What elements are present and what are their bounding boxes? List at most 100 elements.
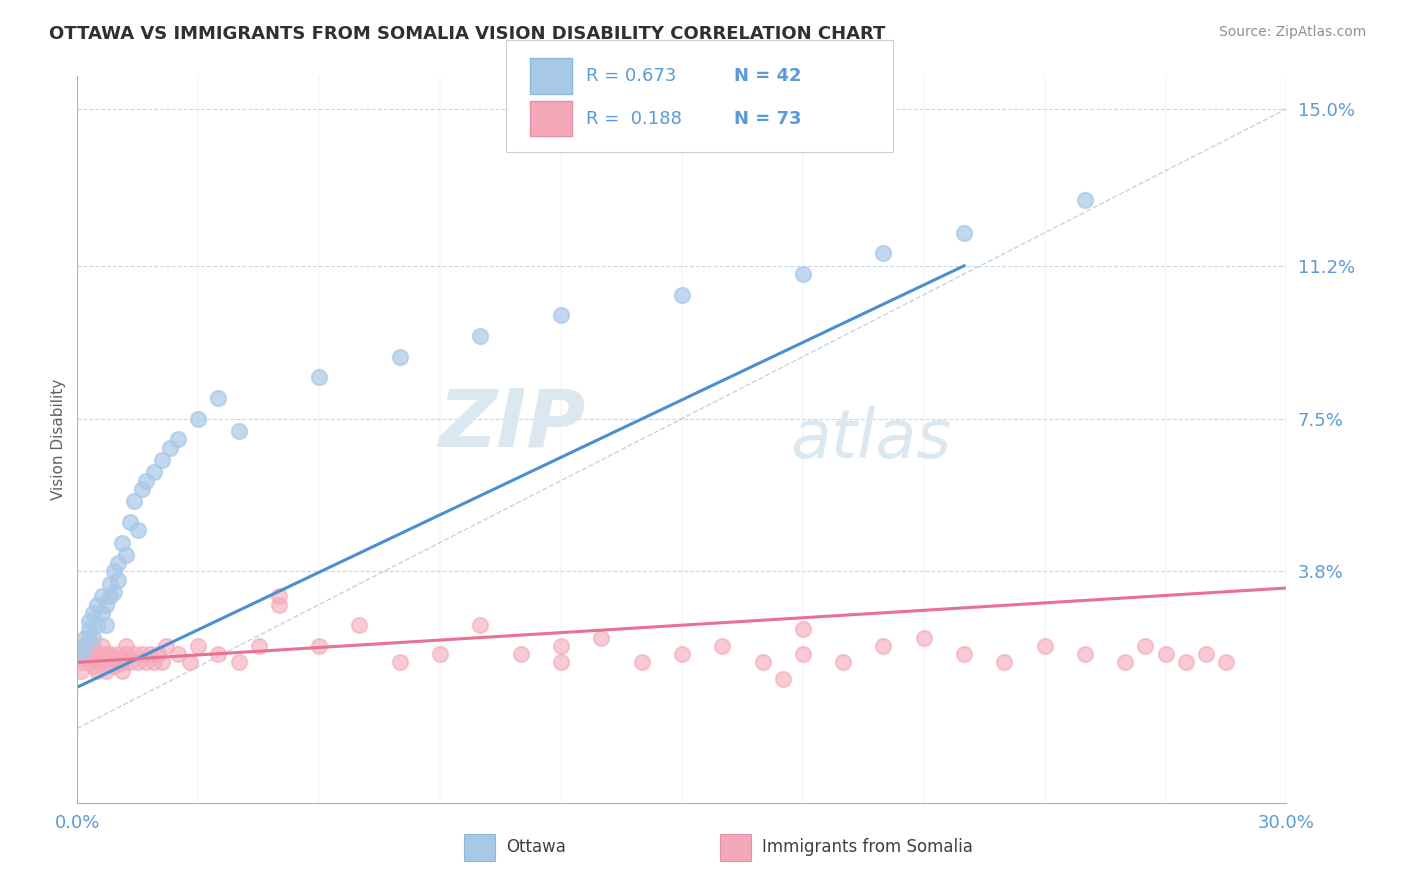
Point	[127, 656, 149, 670]
Point	[75, 639, 97, 653]
Point	[90, 589, 112, 603]
Point	[179, 656, 201, 670]
Point	[94, 664, 117, 678]
Point	[1174, 656, 1197, 670]
Point	[103, 565, 125, 579]
Point	[470, 329, 492, 343]
Point	[131, 647, 153, 661]
Text: N = 73: N = 73	[734, 110, 801, 128]
Point	[142, 656, 165, 670]
Point	[872, 639, 894, 653]
Point	[70, 664, 93, 678]
Point	[94, 647, 117, 661]
Point	[630, 656, 652, 670]
Point	[751, 656, 773, 670]
Point	[82, 606, 104, 620]
Point	[98, 647, 121, 661]
Point	[671, 647, 693, 661]
Point	[772, 672, 794, 686]
Text: Immigrants from Somalia: Immigrants from Somalia	[762, 838, 973, 856]
Point	[90, 606, 112, 620]
Point	[111, 664, 134, 678]
Point	[953, 226, 976, 240]
Point	[207, 647, 229, 661]
Point	[159, 441, 181, 455]
Point	[308, 639, 330, 653]
Point	[127, 523, 149, 537]
Point	[86, 656, 108, 670]
Text: Source: ZipAtlas.com: Source: ZipAtlas.com	[1219, 25, 1367, 39]
Point	[103, 659, 125, 673]
Point	[349, 618, 371, 632]
Point	[114, 639, 136, 653]
Point	[1154, 647, 1177, 661]
Point	[107, 656, 129, 670]
Point	[1215, 656, 1237, 670]
Point	[107, 573, 129, 587]
Point	[267, 589, 290, 603]
Point	[150, 656, 173, 670]
Point	[111, 656, 134, 670]
Point	[79, 647, 101, 661]
Point	[90, 656, 112, 670]
Point	[167, 647, 190, 661]
Point	[107, 647, 129, 661]
Point	[591, 631, 613, 645]
Text: R = 0.673: R = 0.673	[586, 67, 676, 85]
Point	[470, 618, 492, 632]
Text: ZIP: ZIP	[437, 385, 585, 464]
Point	[86, 598, 108, 612]
Point	[1195, 647, 1218, 661]
Text: OTTAWA VS IMMIGRANTS FROM SOMALIA VISION DISABILITY CORRELATION CHART: OTTAWA VS IMMIGRANTS FROM SOMALIA VISION…	[49, 25, 886, 43]
Point	[187, 639, 209, 653]
Point	[114, 647, 136, 661]
Point	[86, 647, 108, 661]
Point	[429, 647, 451, 661]
Point	[388, 656, 411, 670]
Point	[207, 391, 229, 405]
Point	[103, 585, 125, 599]
Point	[94, 598, 117, 612]
Point	[167, 432, 190, 446]
Point	[75, 639, 97, 653]
Point	[228, 424, 250, 438]
Point	[267, 598, 290, 612]
Point	[139, 647, 162, 661]
Point	[550, 309, 572, 323]
Point	[953, 647, 976, 661]
Point	[82, 639, 104, 653]
Point	[70, 647, 93, 661]
Text: atlas: atlas	[790, 407, 952, 472]
Point	[111, 535, 134, 549]
Point	[1114, 656, 1136, 670]
Point	[114, 548, 136, 562]
Point	[70, 656, 93, 670]
Point	[79, 623, 101, 637]
Text: R =  0.188: R = 0.188	[586, 110, 682, 128]
Point	[509, 647, 531, 661]
Point	[832, 656, 855, 670]
Point	[1074, 647, 1097, 661]
Point	[98, 656, 121, 670]
Point	[122, 494, 145, 508]
Point	[86, 664, 108, 678]
Text: N = 42: N = 42	[734, 67, 801, 85]
Point	[90, 639, 112, 653]
Point	[86, 618, 108, 632]
Point	[94, 618, 117, 632]
Point	[388, 350, 411, 364]
Point	[993, 656, 1015, 670]
Point	[308, 370, 330, 384]
Point	[146, 647, 169, 661]
Point	[79, 656, 101, 670]
Point	[107, 556, 129, 570]
Point	[550, 656, 572, 670]
Point	[792, 267, 814, 281]
Point	[118, 515, 141, 529]
Point	[550, 639, 572, 653]
Point	[98, 589, 121, 603]
Point	[1033, 639, 1056, 653]
Point	[671, 287, 693, 301]
Point	[75, 647, 97, 661]
Point	[150, 453, 173, 467]
